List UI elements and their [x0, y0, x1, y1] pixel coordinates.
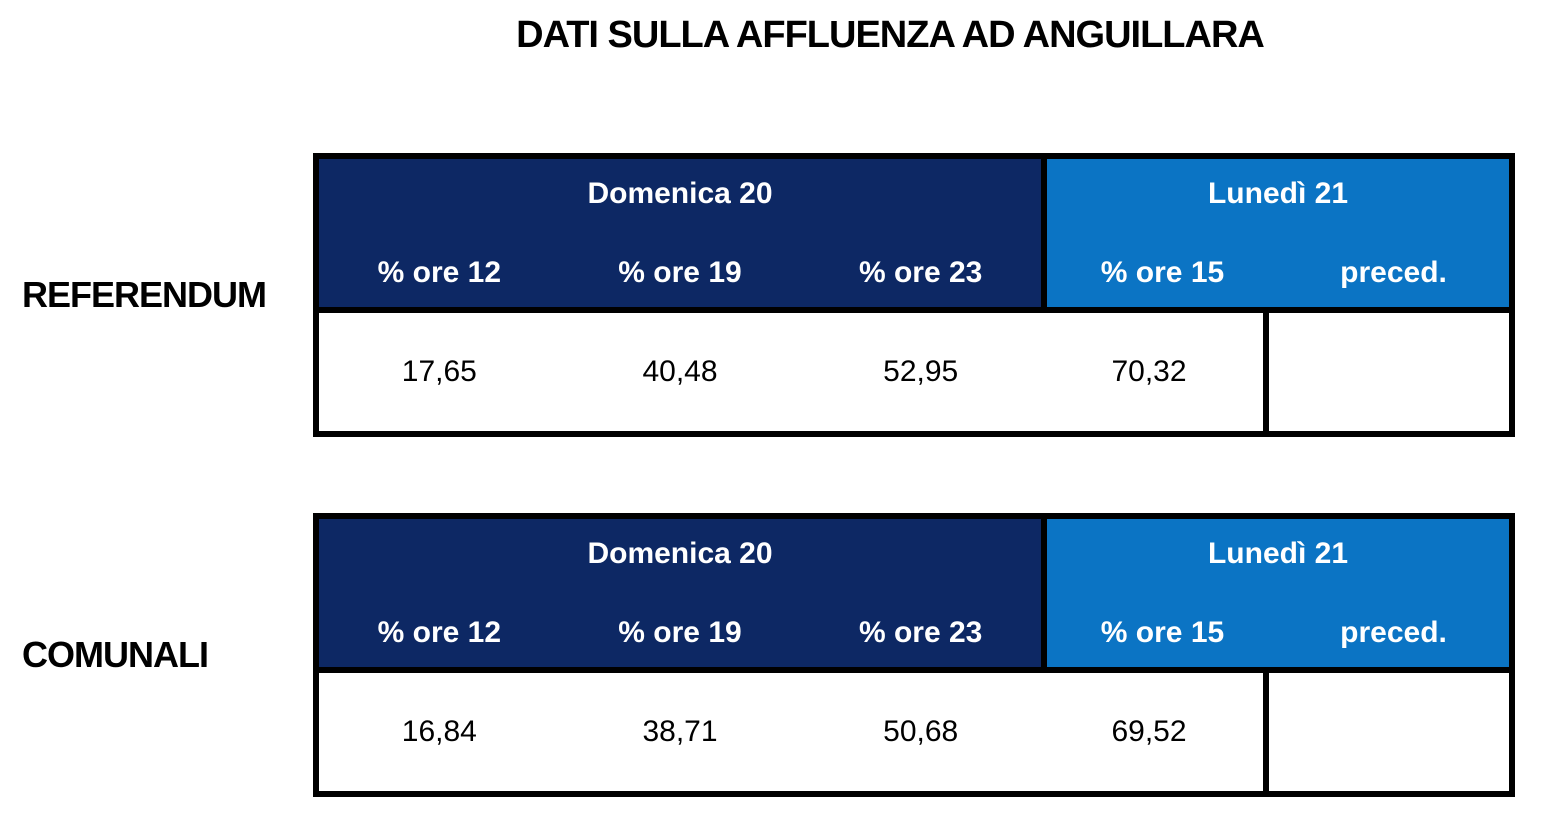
column-header-ore-23: % ore 23: [858, 616, 983, 649]
column-header-ore-23: % ore 23: [858, 256, 983, 289]
table-header: Domenica 20 % ore 12 % ore 19 % ore 23 L…: [319, 159, 1509, 313]
domenica-values: 17,65 40,48 52,95: [319, 313, 1041, 431]
header-group-domenica-20: Domenica 20 % ore 12 % ore 19 % ore 23: [319, 519, 1041, 667]
value-cell-ore-23: 52,95: [883, 355, 959, 388]
value-cell-ore-12: 16,84: [401, 715, 477, 748]
value-cell-preced-empty: [1263, 673, 1509, 791]
column-header-ore-15: % ore 15: [1100, 256, 1225, 289]
table-data-row: 16,84 38,71 50,68 69,52: [319, 673, 1509, 791]
header-group-lunedi-21: Lunedì 21 % ore 15 preced.: [1041, 519, 1509, 667]
lunedi-values: 69,52: [1041, 673, 1509, 791]
column-header-row: % ore 15 preced.: [1047, 615, 1509, 651]
column-header-preced: preced.: [1340, 616, 1447, 649]
group-title-domenica-20: Domenica 20: [587, 177, 773, 210]
header-group-lunedi-21: Lunedì 21 % ore 15 preced.: [1041, 159, 1509, 307]
column-header-ore-12: % ore 12: [377, 616, 502, 649]
header-group-domenica-20: Domenica 20 % ore 12 % ore 19 % ore 23: [319, 159, 1041, 307]
column-header-row: % ore 15 preced.: [1047, 255, 1509, 291]
table-data-row: 17,65 40,48 52,95 70,32: [319, 313, 1509, 431]
group-title-domenica-20: Domenica 20: [587, 537, 773, 570]
value-cell-ore-19: 38,71: [642, 715, 718, 748]
value-cell-preced-empty: [1263, 313, 1509, 431]
column-header-ore-15: % ore 15: [1100, 616, 1225, 649]
column-header-row: % ore 12 % ore 19 % ore 23: [319, 255, 1041, 291]
value-cell-ore-15: 70,32: [1111, 355, 1187, 388]
group-title-lunedi-21: Lunedì 21: [1207, 537, 1349, 570]
table-header: Domenica 20 % ore 12 % ore 19 % ore 23 L…: [319, 519, 1509, 673]
row-label-referendum: REFERENDUM: [22, 274, 267, 315]
column-header-preced: preced.: [1340, 256, 1447, 289]
group-title-lunedi-21: Lunedì 21: [1207, 177, 1349, 210]
value-cell-ore-15: 69,52: [1111, 715, 1187, 748]
value-cell-ore-23: 50,68: [883, 715, 959, 748]
value-cell-ore-12: 17,65: [401, 355, 477, 388]
page-title: DATI SULLA AFFLUENZA AD ANGUILLARA: [516, 14, 1265, 56]
value-cell-ore-19: 40,48: [642, 355, 718, 388]
domenica-values: 16,84 38,71 50,68: [319, 673, 1041, 791]
lunedi-values: 70,32: [1041, 313, 1509, 431]
affluenza-table-referendum: Domenica 20 % ore 12 % ore 19 % ore 23 L…: [313, 153, 1515, 437]
column-header-ore-19: % ore 19: [618, 256, 742, 289]
row-label-comunali: COMUNALI: [22, 634, 209, 675]
column-header-row: % ore 12 % ore 19 % ore 23: [319, 615, 1041, 651]
affluenza-table-comunali: Domenica 20 % ore 12 % ore 19 % ore 23 L…: [313, 513, 1515, 797]
column-header-ore-19: % ore 19: [618, 616, 742, 649]
column-header-ore-12: % ore 12: [377, 256, 502, 289]
